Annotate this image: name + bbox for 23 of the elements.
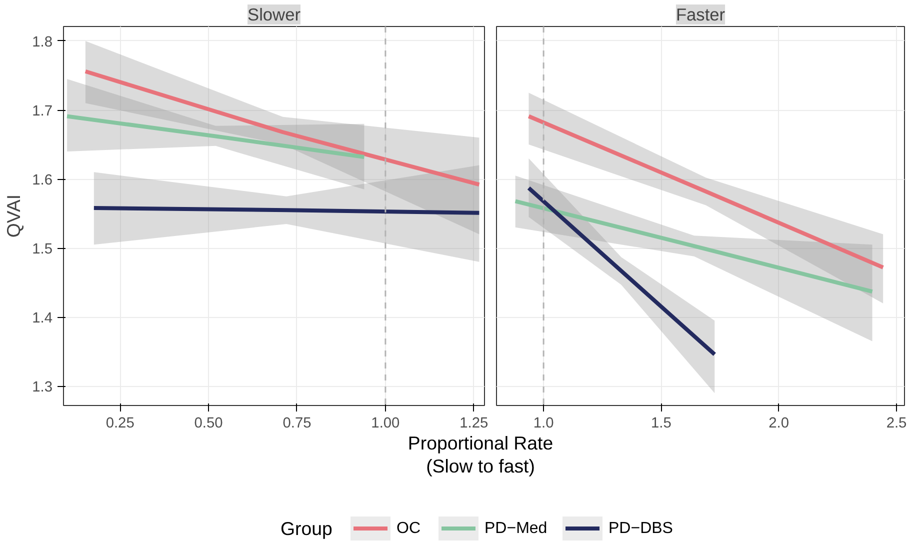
y-tick-label: 1.3: [32, 380, 52, 396]
legend-label: PD−Med: [484, 520, 548, 537]
x-tick-label: 2.0: [768, 416, 790, 432]
x-tick-label: 0.50: [194, 416, 223, 432]
legend-label: OC: [396, 520, 420, 537]
chart-title: Slower: [248, 4, 301, 24]
y-tick-label: 1.6: [32, 172, 52, 189]
y-tick-label: 1.7: [32, 104, 52, 120]
x-tick-label: 0.75: [282, 416, 312, 432]
chart-title: Faster: [676, 4, 726, 24]
y-tick-label: 1.5: [32, 242, 52, 258]
x-tick-label: 1.0: [533, 416, 554, 432]
y-axis-title: QVAI: [3, 194, 24, 238]
y-tick-label: 1.8: [32, 34, 52, 50]
x-tick-label: 1.25: [460, 416, 488, 432]
x-tick-label: 0.25: [106, 416, 134, 432]
legend-label: PD−DBS: [608, 520, 673, 537]
x-axis-title: Proportional Rate (Slow to fast): [408, 432, 554, 477]
x-tick-label: 1.00: [371, 416, 400, 432]
x-tick-label: 1.5: [651, 416, 672, 432]
y-tick-label: 1.4: [32, 310, 52, 327]
legend-title: Group: [280, 518, 332, 539]
x-tick-label: 2.5: [886, 416, 907, 432]
